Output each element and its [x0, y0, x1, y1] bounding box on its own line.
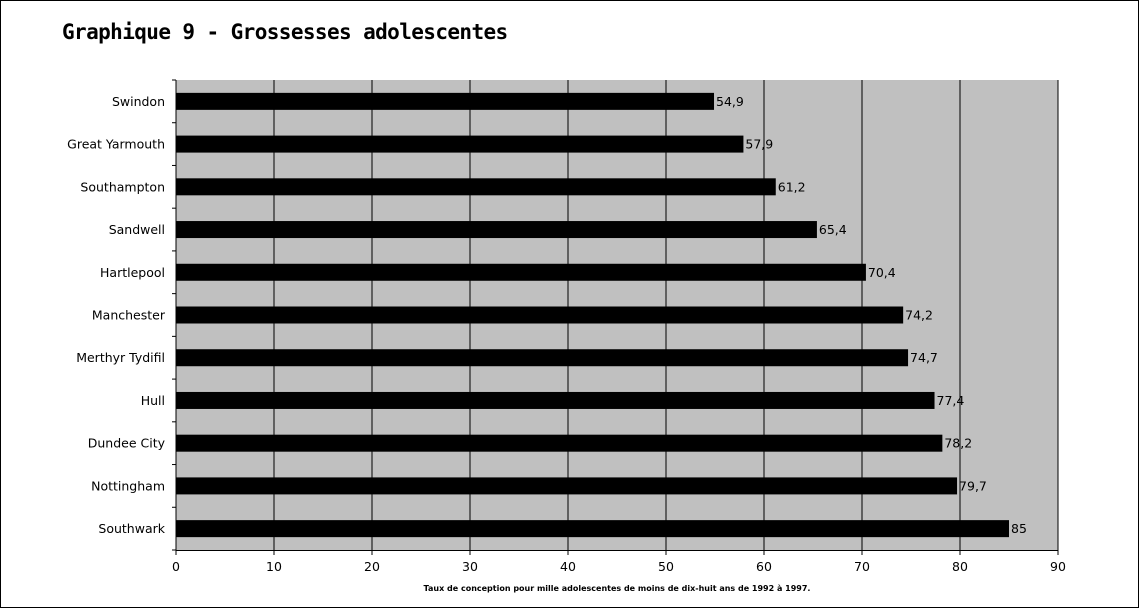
- category-label: Hull: [141, 393, 165, 408]
- category-label: Dundee City: [88, 436, 166, 451]
- bar: [176, 306, 904, 324]
- x-tick-label: 90: [1050, 559, 1066, 574]
- category-label: Nottingham: [91, 478, 165, 493]
- category-label: Sandwell: [109, 222, 165, 237]
- data-label: 78,2: [944, 436, 972, 451]
- x-tick-label: 10: [266, 559, 282, 574]
- category-label: Swindon: [112, 94, 165, 109]
- bar: [176, 221, 817, 239]
- category-label: Southwark: [98, 521, 165, 536]
- data-label: 57,9: [745, 137, 773, 152]
- category-label: Manchester: [92, 308, 166, 323]
- bar: [176, 92, 715, 110]
- x-tick-label: 30: [462, 559, 478, 574]
- bar: [176, 520, 1009, 538]
- x-tick-label: 0: [172, 559, 180, 574]
- x-tick-label: 60: [756, 559, 772, 574]
- x-tick-label: 70: [854, 559, 870, 574]
- category-label: Southampton: [80, 179, 165, 194]
- data-label: 85: [1011, 521, 1027, 536]
- category-label: Merthyr Tydifil: [76, 350, 165, 365]
- axis-labels: 0 10 20 30 40 50 60 70 80 90 Swindon 54,9 Great Yarm…: [67, 94, 1066, 574]
- bar: [176, 391, 935, 409]
- bar-series: [176, 92, 1009, 538]
- x-tick-label: 50: [658, 559, 674, 574]
- data-label: 61,2: [778, 179, 806, 194]
- x-tick-label: 40: [560, 559, 576, 574]
- data-label: 54,9: [716, 94, 744, 109]
- data-label: 77,4: [937, 393, 965, 408]
- chart-title: Graphique 9 - Grossesses adolescentes: [62, 20, 508, 44]
- bar: [176, 477, 958, 495]
- bar: [176, 349, 909, 367]
- data-label: 74,2: [905, 308, 933, 323]
- x-axis-title: Taux de conception pour mille adolescent…: [424, 584, 811, 593]
- bar: [176, 178, 776, 196]
- data-label: 79,7: [959, 478, 987, 493]
- bar: [176, 135, 744, 153]
- data-label: 65,4: [819, 222, 847, 237]
- category-label: Hartlepool: [100, 265, 165, 280]
- x-tick-label: 80: [952, 559, 968, 574]
- bar: [176, 434, 943, 452]
- data-label: 74,7: [910, 350, 938, 365]
- data-label: 70,4: [868, 265, 896, 280]
- x-tick-label: 20: [364, 559, 380, 574]
- category-label: Great Yarmouth: [67, 137, 165, 152]
- axes: [172, 79, 1059, 555]
- bar: [176, 263, 866, 281]
